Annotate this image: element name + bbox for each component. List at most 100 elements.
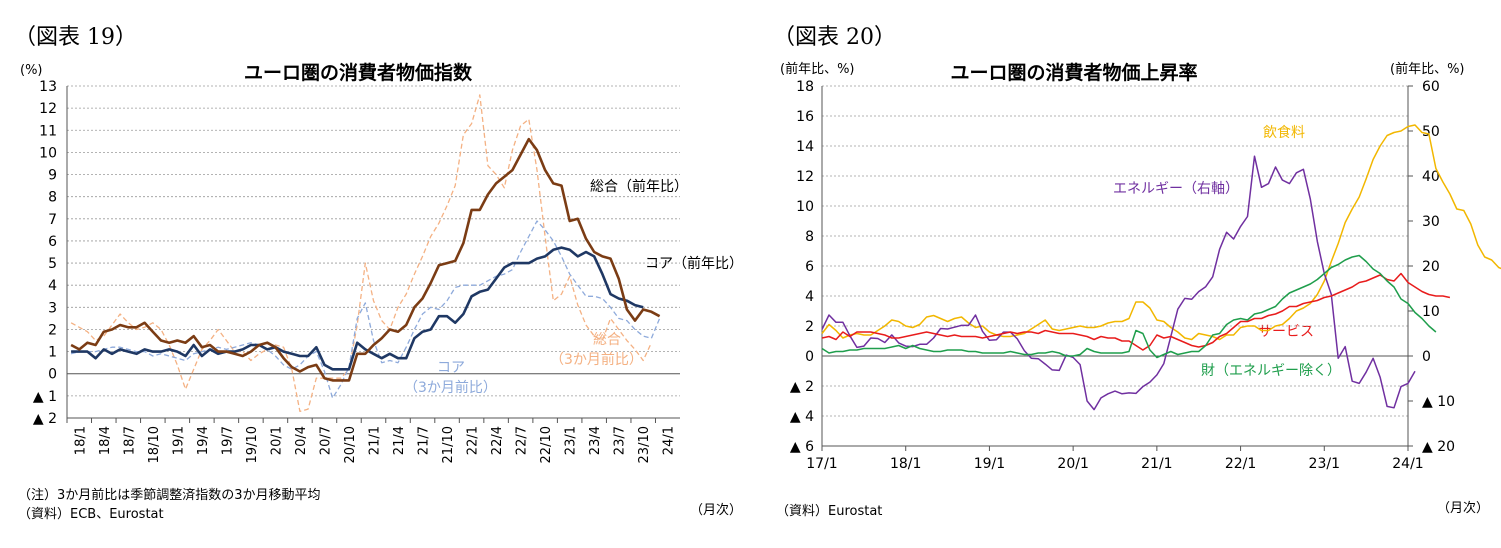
chart2-y-tick-left: 8 <box>805 229 814 245</box>
figure-label-20: （図表 20） <box>773 25 896 50</box>
label-food: 飲食料 <box>1263 124 1305 141</box>
chart2-y-tick-left: 6 <box>805 259 814 275</box>
chart2-grid <box>822 85 1408 447</box>
chart1-x-tick: 23/1 <box>564 426 579 455</box>
chart1-x-tick: 18/10 <box>147 426 162 463</box>
chart2-y-tick-left: 4 <box>805 289 814 305</box>
label-core-3m-1: コア <box>437 360 465 376</box>
chart1-source: （資料）ECB、Eurostat <box>18 507 164 522</box>
chart2-x-tick: 23/1 <box>1309 456 1340 472</box>
chart2-y-tick-left: ▲ 2 <box>790 379 814 395</box>
chart2-y-tick-left: 18 <box>796 79 814 95</box>
chart1-x-tick: 18/7 <box>122 426 137 455</box>
chart1-x-tick: 24/1 <box>662 426 677 455</box>
chart1-y-tick: 9 <box>48 168 57 184</box>
chart1-x-tick: 21/7 <box>417 426 432 455</box>
chart2-x-tick: 17/1 <box>806 456 837 472</box>
chart1-series-core_3m <box>70 220 661 399</box>
chart2-series <box>821 124 1501 411</box>
chart2-series-services <box>821 272 1451 351</box>
chart1-series <box>70 94 661 413</box>
chart1-x-tick: 19/4 <box>196 426 211 455</box>
chart1-y-tick: ▲ 1 <box>33 389 57 405</box>
chart1-x-tick: 20/4 <box>294 426 309 455</box>
chart2-y-tick-right: 50 <box>1422 124 1440 140</box>
chart1-note: （注）3か月前比は季節調整済指数の3か月移動平均 <box>18 487 321 503</box>
chart1-x-tick: 22/4 <box>490 426 505 455</box>
chart1-title: ユーロ圏の消費者物価指数 <box>244 61 473 84</box>
chart1-x-tick: 22/7 <box>515 426 530 455</box>
chart1-y-tick: 6 <box>48 234 57 250</box>
chart1-y-tick: ▲ 2 <box>33 411 57 427</box>
chart1-y-tick: 7 <box>48 212 57 228</box>
chart2-y-tick-right: 60 <box>1422 79 1440 95</box>
chart2-x-unit: （月次） <box>1437 500 1489 516</box>
chart2-y-tick-left: ▲ 6 <box>790 439 814 455</box>
chart1-x-tick: 20/7 <box>318 426 333 455</box>
label-energy: エネルギー（右軸） <box>1113 181 1239 197</box>
chart1-series-headline_yoy <box>70 137 661 382</box>
chart2-y-tick-left: 16 <box>796 109 814 125</box>
chart2-x-tick: 20/1 <box>1057 456 1088 472</box>
label-headline-yoy: 総合（前年比） <box>590 178 688 195</box>
chart1-y-tick: 12 <box>39 101 57 117</box>
chart1-y-tick: 3 <box>48 300 57 316</box>
chart1-x-tick: 22/1 <box>466 426 481 455</box>
chart2-y-tick-right: 10 <box>1422 304 1440 320</box>
chart1-y-tick: 2 <box>48 322 57 338</box>
figure-label-19: （図表 19） <box>14 25 137 50</box>
chart1-x-tick: 21/1 <box>368 426 383 455</box>
chart2-unit-right: (前年比、%) <box>1390 61 1465 77</box>
chart2-series-food <box>821 124 1501 341</box>
chart2-y-tick-left: 10 <box>796 199 814 215</box>
chart2-unit-left: (前年比、%) <box>780 61 855 77</box>
chart1-x-unit: （月次） <box>690 502 742 518</box>
chart2-x-tick: 18/1 <box>890 456 921 472</box>
chart2-x-tick: 21/1 <box>1141 456 1172 472</box>
chart1-x-tick: 18/1 <box>73 426 88 455</box>
chart1-series-core_yoy <box>71 246 644 371</box>
chart2-y-tick-left: 2 <box>805 319 814 335</box>
chart1-y-tick: 8 <box>48 190 57 206</box>
chart2-x-tick: 24/1 <box>1392 456 1423 472</box>
chart2-x-tick: 22/1 <box>1225 456 1256 472</box>
label-core-yoy: コア（前年比） <box>645 255 743 272</box>
chart1-x-tick: 18/4 <box>98 426 113 455</box>
chart2-series-goods <box>821 254 1437 359</box>
chart1-y-tick: 4 <box>48 278 57 294</box>
chart1-x-tick: 23/10 <box>637 426 652 463</box>
label-headline-3m-2: （3か月前比） <box>550 351 643 368</box>
chart2-y-tick-right: 0 <box>1422 349 1431 365</box>
label-core-3m-2: （3か月前比） <box>404 379 497 396</box>
label-goods: 財（エネルギー除く） <box>1201 363 1341 379</box>
chart2-x-tick: 19/1 <box>974 456 1005 472</box>
chart1-x-tick: 21/10 <box>441 426 456 463</box>
chart2-y-tick-left: 0 <box>805 349 814 365</box>
chart1-x-tick: 19/1 <box>171 426 186 455</box>
chart1-x-tick: 23/7 <box>613 426 628 455</box>
chart1-x-tick: 19/10 <box>245 426 260 463</box>
chart2-y-tick-right: 30 <box>1422 214 1440 230</box>
chart1-y-tick: 11 <box>39 123 57 139</box>
chart2-title: ユーロ圏の消費者物価上昇率 <box>950 61 1197 84</box>
chart2-series-energy <box>821 155 1416 411</box>
chart1-x-tick: 20/10 <box>343 426 358 463</box>
chart1-x-tick: 22/10 <box>539 426 554 463</box>
chart1-y-tick: 13 <box>39 79 57 95</box>
chart2-source: （資料）Eurostat <box>776 504 882 519</box>
chart1-y-tick: 1 <box>48 345 57 361</box>
chart1-y-tick: 5 <box>48 256 57 272</box>
chart2-y-tick-right: 40 <box>1422 169 1440 185</box>
chart1-y-tick: 0 <box>48 367 57 383</box>
chart2-y-tick-right: ▲ 20 <box>1422 439 1455 455</box>
chart1-x-tick: 20/1 <box>269 426 284 455</box>
label-headline-3m-1: 総合 <box>593 332 621 348</box>
chart1-x-tick: 21/4 <box>392 426 407 455</box>
chart2-y-tick-right: ▲ 10 <box>1422 394 1455 410</box>
chart1-x-tick: 19/7 <box>220 426 235 455</box>
chart2-y-tick-left: ▲ 4 <box>790 409 814 425</box>
chart1-unit: (%) <box>20 63 43 78</box>
